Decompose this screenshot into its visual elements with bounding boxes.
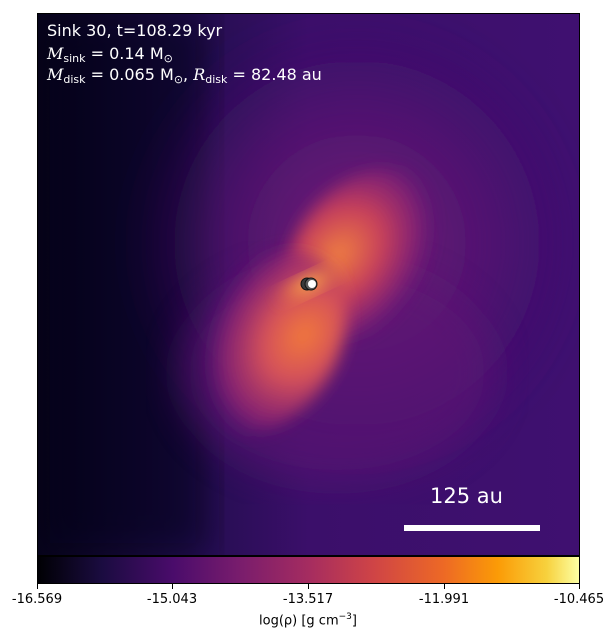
colorbar-tick <box>579 584 580 589</box>
disk-properties-label: Mdisk = 0.065 M⊙, Rdisk = 82.48 au <box>47 65 322 86</box>
density-map: Sink 30, t=108.29 kyr Msink = 0.14 M⊙ Md… <box>37 13 580 556</box>
scale-bar-label: 125 au <box>430 484 503 508</box>
colorbar-tick <box>308 584 309 589</box>
colorbar-tick-label: -11.991 <box>418 592 470 607</box>
colorbar-tick <box>172 584 173 589</box>
colorbar <box>37 556 580 584</box>
colorbar-tick-label: -13.517 <box>282 592 334 607</box>
sink-particle <box>308 280 316 288</box>
scale-bar <box>404 525 540 531</box>
colorbar-label: log(ρ) [g cm−3] <box>259 612 357 629</box>
colorbar-tick-label: -16.569 <box>11 592 63 607</box>
colorbar-tick-label: -15.043 <box>146 592 198 607</box>
colorbar-tick-label: -10.465 <box>553 592 605 607</box>
sink-time-label: Sink 30, t=108.29 kyr <box>47 21 223 40</box>
sink-mass-label: Msink = 0.14 M⊙ <box>47 44 173 65</box>
colorbar-tick <box>37 584 38 589</box>
density-image <box>38 14 579 555</box>
colorbar-tick <box>444 584 445 589</box>
